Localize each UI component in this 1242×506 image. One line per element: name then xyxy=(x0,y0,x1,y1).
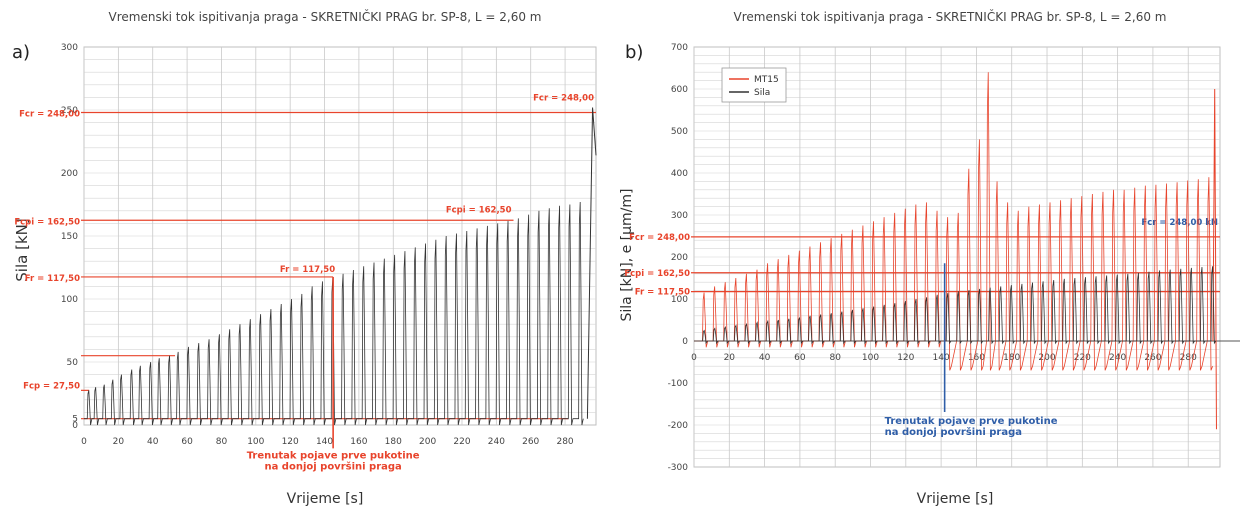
y-tick-label: 300 xyxy=(61,43,78,53)
x-tick-label: 100 xyxy=(862,353,879,363)
x-tick-label: 60 xyxy=(181,437,193,447)
series-line-sila-final xyxy=(586,107,597,419)
chart-a-grid xyxy=(83,46,597,426)
reference-label: Fcpi = 162,50 xyxy=(624,269,690,279)
x-tick-label: 40 xyxy=(759,353,771,363)
reference-label: Fcp = 27,50 xyxy=(23,381,80,391)
x-tick-label: 40 xyxy=(147,437,159,447)
chart-b: Vremenski tok ispitivanja praga - SKRETN… xyxy=(619,9,1240,506)
reference-label-mid: Fcpi = 162,50 xyxy=(446,205,512,215)
reference-label: Fcr = 248,00 xyxy=(629,233,690,243)
y-tick-label: 150 xyxy=(61,232,78,242)
chart-a-panel-label: a) xyxy=(12,42,30,63)
x-tick-label: 240 xyxy=(1109,353,1126,363)
reference-label: Fcr = 248,00 xyxy=(19,110,80,120)
x-tick-label: 240 xyxy=(488,437,505,447)
chart-b-reference-lines: Fcr = 248,00 Fcpi = 162,50 Fr = 117,50 Fcr … xyxy=(624,218,1220,298)
y-tick-label: 100 xyxy=(61,295,78,305)
reference-label-right: Fcr = 248,00 kN xyxy=(1141,218,1218,228)
chart-b-xlabel: Vrijeme [s] xyxy=(917,491,994,506)
y-tick-label: 400 xyxy=(671,169,688,179)
y-tick-label: -300 xyxy=(668,463,689,473)
chart-b-title: Vremenski tok ispitivanja praga - SKRETN… xyxy=(734,9,1167,24)
x-tick-label: 140 xyxy=(316,437,333,447)
annotation-text: Trenutak pojave prve pukotine xyxy=(885,416,1058,427)
x-tick-label: 220 xyxy=(453,437,470,447)
y-tick-label: -200 xyxy=(668,421,689,431)
x-tick-label: 120 xyxy=(282,437,299,447)
reference-label: Fcpi = 162,50 xyxy=(14,217,80,227)
x-tick-label: 120 xyxy=(897,353,914,363)
chart-a-series xyxy=(84,107,597,426)
reference-label-crack: Fr = 117,50 xyxy=(280,265,335,275)
annotation-text: Trenutak pojave prve pukotine xyxy=(247,450,420,461)
x-tick-label: 160 xyxy=(350,437,367,447)
x-tick-label: 140 xyxy=(933,353,950,363)
y-tick-label: 200 xyxy=(61,169,78,179)
x-tick-label: 160 xyxy=(968,353,985,363)
x-tick-label: 60 xyxy=(794,353,806,363)
chart-a-reference-lines: Fcr = 248,00 Fcpi = 162,50 Fr = 117,50 Fcp … xyxy=(14,94,596,420)
y-tick-label: 600 xyxy=(671,85,688,95)
chart-a-ylabel: Sila [kN] xyxy=(13,218,31,281)
chart-b-legend: MT15 Sila xyxy=(721,67,787,103)
x-tick-label: 20 xyxy=(724,353,736,363)
x-tick-label: 200 xyxy=(419,437,436,447)
legend-label: Sila xyxy=(754,88,770,98)
chart-b-grid xyxy=(693,46,1240,468)
annotation-text: na donjoj površini praga xyxy=(885,426,1022,438)
legend-box xyxy=(721,67,787,103)
legend-label: MT15 xyxy=(754,75,779,85)
y-tick-label: 200 xyxy=(671,253,688,263)
x-tick-label: 280 xyxy=(556,437,573,447)
x-tick-label: 0 xyxy=(691,353,697,363)
chart-a-ticks: 0 20 40 60 80 100 120 140 160 180 200 220 240 260 280 0… xyxy=(61,43,574,447)
x-tick-label: 100 xyxy=(247,437,264,447)
reference-label: Fr = 117,50 xyxy=(635,288,690,298)
y-tick-label: 100 xyxy=(671,295,688,305)
chart-b-ticks: 0 20 40 60 80 100 120 140 160 180 200 220 240 260 280 -… xyxy=(668,43,1198,473)
x-tick-label: 220 xyxy=(1074,353,1091,363)
series-line-mt15-final xyxy=(1212,88,1217,430)
chart-a-title: Vremenski tok ispitivanja praga - SKRETN… xyxy=(109,9,542,24)
y-tick-label: 50 xyxy=(67,358,79,368)
series-line-sila xyxy=(694,266,1217,345)
reference-label-peak: Fcr = 248,00 xyxy=(533,94,594,104)
x-tick-label: 260 xyxy=(1144,353,1161,363)
series-line-sila xyxy=(84,201,584,426)
annotation-text: na donjoj površini praga xyxy=(264,460,401,472)
x-tick-label: 180 xyxy=(385,437,402,447)
reference-label: Fr = 117,50 xyxy=(25,274,80,284)
x-tick-label: 80 xyxy=(216,437,228,447)
chart-b-panel-label: b) xyxy=(625,42,643,63)
chart-b-ylabel: Sila [kN], e [µm/m] xyxy=(619,189,635,322)
x-tick-label: 260 xyxy=(522,437,539,447)
chart-b-series xyxy=(694,72,1217,430)
x-tick-label: 180 xyxy=(1003,353,1020,363)
x-tick-label: 20 xyxy=(113,437,125,447)
y-tick-label: 250 xyxy=(61,106,78,116)
y-tick-label: 500 xyxy=(671,127,688,137)
x-tick-label: 200 xyxy=(1038,353,1055,363)
x-tick-label: 80 xyxy=(829,353,841,363)
y-tick-label: 0 xyxy=(682,337,688,347)
x-tick-label: 0 xyxy=(81,437,87,447)
chart-a: Vremenski tok ispitivanja praga - SKRETN… xyxy=(12,9,597,506)
chart-a-xlabel: Vrijeme [s] xyxy=(287,491,364,506)
x-tick-label: 280 xyxy=(1180,353,1197,363)
y-tick-label: 5 xyxy=(72,415,78,425)
y-tick-label: 0 xyxy=(72,421,78,431)
y-tick-label: 700 xyxy=(671,43,688,53)
y-tick-label: -100 xyxy=(668,379,689,389)
y-tick-label: 300 xyxy=(671,211,688,221)
